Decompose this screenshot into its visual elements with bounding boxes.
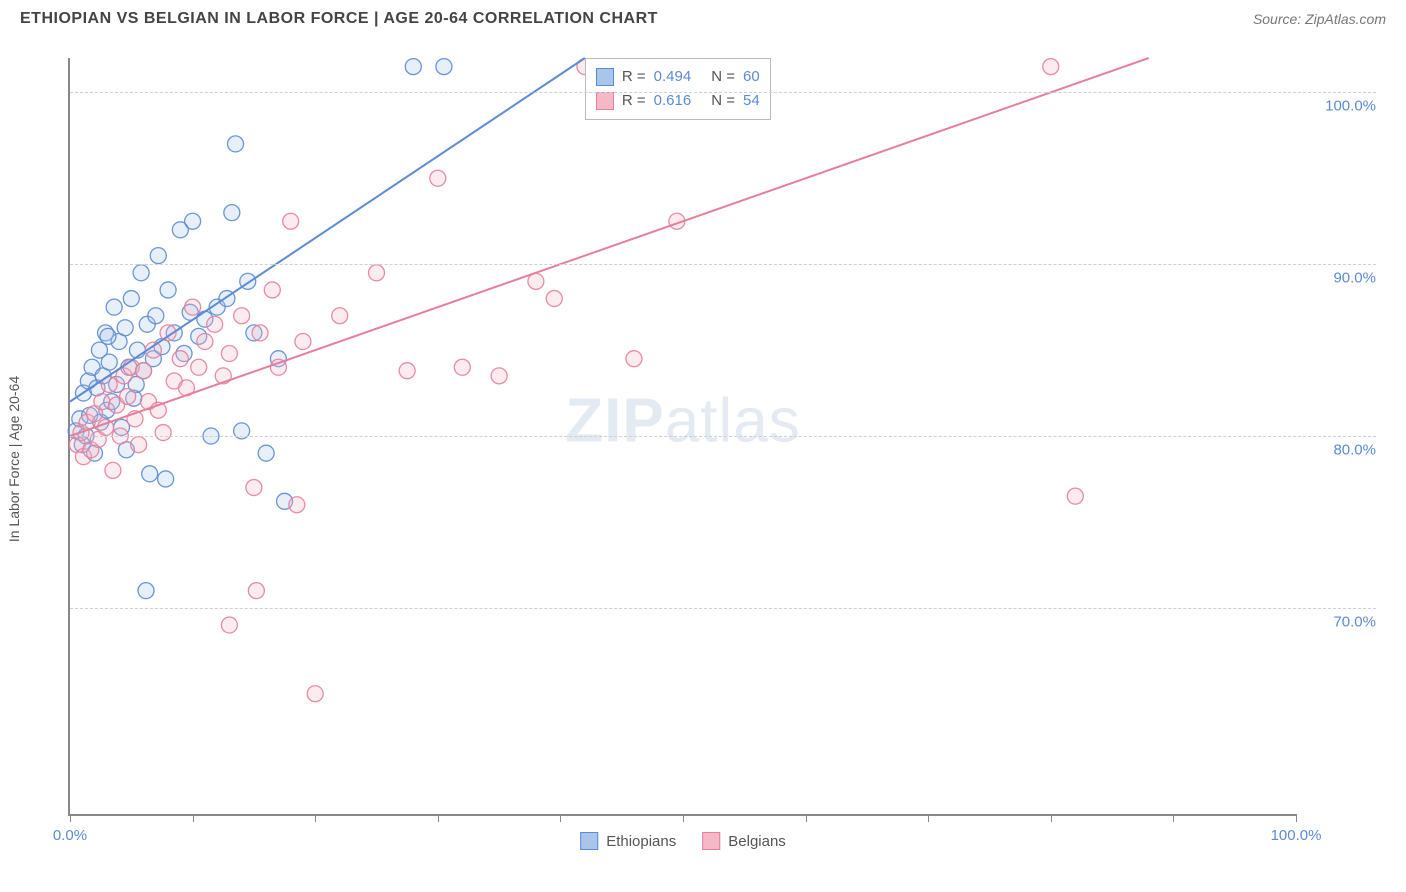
chart-title: ETHIOPIAN VS BELGIAN IN LABOR FORCE | AG… xyxy=(20,10,658,28)
gridline xyxy=(70,264,1376,265)
x-tick xyxy=(193,814,194,822)
legend-swatch xyxy=(580,832,598,850)
data-point xyxy=(142,466,158,482)
y-tick-label: 90.0% xyxy=(1333,270,1376,287)
data-point xyxy=(120,388,136,404)
header: ETHIOPIAN VS BELGIAN IN LABOR FORCE | AG… xyxy=(0,0,1406,34)
chart-area: In Labor Force | Age 20-64 ZIPatlas R = … xyxy=(20,46,1386,872)
stats-legend-row: R = 0.494 N = 60 xyxy=(596,65,760,89)
data-point xyxy=(430,170,446,186)
data-point xyxy=(1043,59,1059,75)
legend-swatch xyxy=(702,832,720,850)
data-point xyxy=(185,213,201,229)
legend-item: Ethiopians xyxy=(580,832,676,850)
data-point xyxy=(100,328,116,344)
y-axis-label: In Labor Force | Age 20-64 xyxy=(6,376,22,542)
data-point xyxy=(117,320,133,336)
x-tick xyxy=(70,814,71,822)
x-tick xyxy=(438,814,439,822)
data-point xyxy=(160,282,176,298)
legend-swatch xyxy=(596,92,614,110)
data-point xyxy=(207,316,223,332)
x-tick xyxy=(806,814,807,822)
data-point xyxy=(158,471,174,487)
data-point xyxy=(454,359,470,375)
data-point xyxy=(307,686,323,702)
data-point xyxy=(246,480,262,496)
gridline xyxy=(70,608,1376,609)
data-point xyxy=(221,346,237,362)
data-point xyxy=(105,462,121,478)
data-point xyxy=(289,497,305,513)
data-point xyxy=(150,248,166,264)
data-point xyxy=(224,205,240,221)
plot-region: ZIPatlas R = 0.494N = 60R = 0.616N = 54 … xyxy=(68,58,1296,816)
x-tick xyxy=(315,814,316,822)
data-point xyxy=(191,359,207,375)
data-point xyxy=(399,363,415,379)
legend-r-label: R = xyxy=(622,65,646,89)
data-point xyxy=(546,291,562,307)
x-tick xyxy=(683,814,684,822)
data-point xyxy=(148,308,164,324)
gridline xyxy=(70,436,1376,437)
data-point xyxy=(1067,488,1083,504)
data-point xyxy=(136,363,152,379)
legend-label: Ethiopians xyxy=(606,833,676,850)
regression-line xyxy=(70,58,585,402)
data-point xyxy=(248,583,264,599)
data-point xyxy=(94,394,110,410)
data-point xyxy=(234,308,250,324)
data-point xyxy=(221,617,237,633)
legend-r-value: 0.494 xyxy=(654,65,692,89)
x-tick xyxy=(928,814,929,822)
data-point xyxy=(405,59,421,75)
legend-n-value: 60 xyxy=(743,65,760,89)
x-tick xyxy=(560,814,561,822)
x-tick-label: 0.0% xyxy=(53,827,87,844)
legend-label: Belgians xyxy=(728,833,786,850)
x-tick xyxy=(1051,814,1052,822)
data-point xyxy=(138,583,154,599)
data-point xyxy=(101,354,117,370)
data-point xyxy=(295,334,311,350)
data-point xyxy=(155,425,171,441)
legend-swatch xyxy=(596,68,614,86)
data-point xyxy=(264,282,280,298)
x-tick xyxy=(1296,814,1297,822)
data-point xyxy=(197,334,213,350)
source-attribution: Source: ZipAtlas.com xyxy=(1253,11,1386,27)
data-point xyxy=(283,213,299,229)
data-point xyxy=(491,368,507,384)
data-point xyxy=(252,325,268,341)
stats-legend: R = 0.494N = 60R = 0.616N = 54 xyxy=(585,58,771,120)
series-legend: Ethiopians Belgians xyxy=(580,832,786,850)
data-point xyxy=(106,299,122,315)
data-point xyxy=(332,308,348,324)
data-point xyxy=(185,299,201,315)
data-point xyxy=(133,265,149,281)
data-point xyxy=(172,351,188,367)
y-tick-label: 70.0% xyxy=(1333,613,1376,630)
legend-item: Belgians xyxy=(702,832,786,850)
gridline xyxy=(70,92,1376,93)
data-point xyxy=(123,291,139,307)
y-tick-label: 100.0% xyxy=(1325,98,1376,115)
data-point xyxy=(131,437,147,453)
data-point xyxy=(436,59,452,75)
y-tick-label: 80.0% xyxy=(1333,442,1376,459)
legend-n-label: N = xyxy=(711,65,735,89)
data-point xyxy=(258,445,274,461)
x-tick xyxy=(1173,814,1174,822)
x-tick-label: 100.0% xyxy=(1271,827,1322,844)
data-point xyxy=(626,351,642,367)
data-point xyxy=(369,265,385,281)
data-point xyxy=(228,136,244,152)
